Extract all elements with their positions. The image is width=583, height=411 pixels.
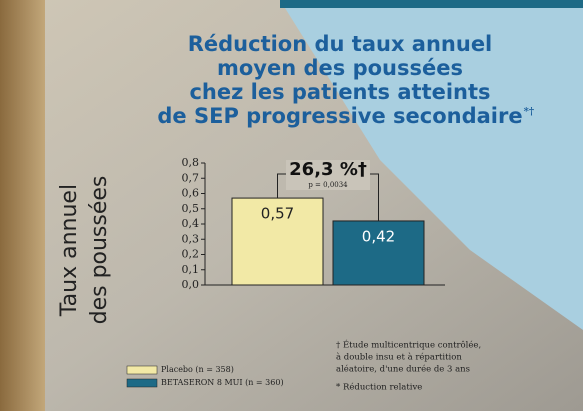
legend-label: BETASERON 8 MUI (n = 360) [161,378,284,387]
value-label: 0,57 [261,205,294,223]
chart-title: moyen des poussées [217,56,463,80]
chart-title: de SEP progressive secondaire [157,104,522,128]
title-note: *† [524,107,534,118]
chart-title: Réduction du taux annuel [188,32,493,56]
chart-title: chez les patients atteints [189,80,490,104]
footnote: † Étude multicentrique contrôlée, [336,339,481,351]
annotation: 26,3 %† [289,159,367,180]
footnote: à double insu et à répartition [336,352,462,363]
y-tick-label: 0,6 [182,187,200,200]
y-tick-label: 0,1 [182,263,200,276]
y-tick-label: 0,5 [182,202,200,215]
chart: Réduction du taux annuelmoyen des poussé… [0,0,583,411]
footnote: aléatoire, d'une durée de 3 ans [336,364,470,375]
footnote: * Réduction relative [336,382,422,393]
p-value: p = 0,0034 [308,181,348,189]
y-tick-label: 0,0 [182,278,200,291]
y-tick-label: 0,7 [182,171,200,184]
background-edge [0,0,45,411]
legend-swatch [127,366,157,374]
y-axis-label: des poussées [87,176,112,325]
legend-label: Placebo (n = 358) [161,365,234,374]
y-tick-label: 0,8 [182,156,200,169]
y-tick-label: 0,2 [182,248,200,261]
y-axis-label: Taux annuel [57,184,82,317]
top-band [280,0,583,8]
y-tick-label: 0,3 [182,232,200,245]
page: Réduction du taux annuelmoyen des poussé… [0,0,583,411]
value-label: 0,42 [362,227,395,245]
y-tick-label: 0,4 [182,217,200,230]
legend-swatch [127,379,157,387]
